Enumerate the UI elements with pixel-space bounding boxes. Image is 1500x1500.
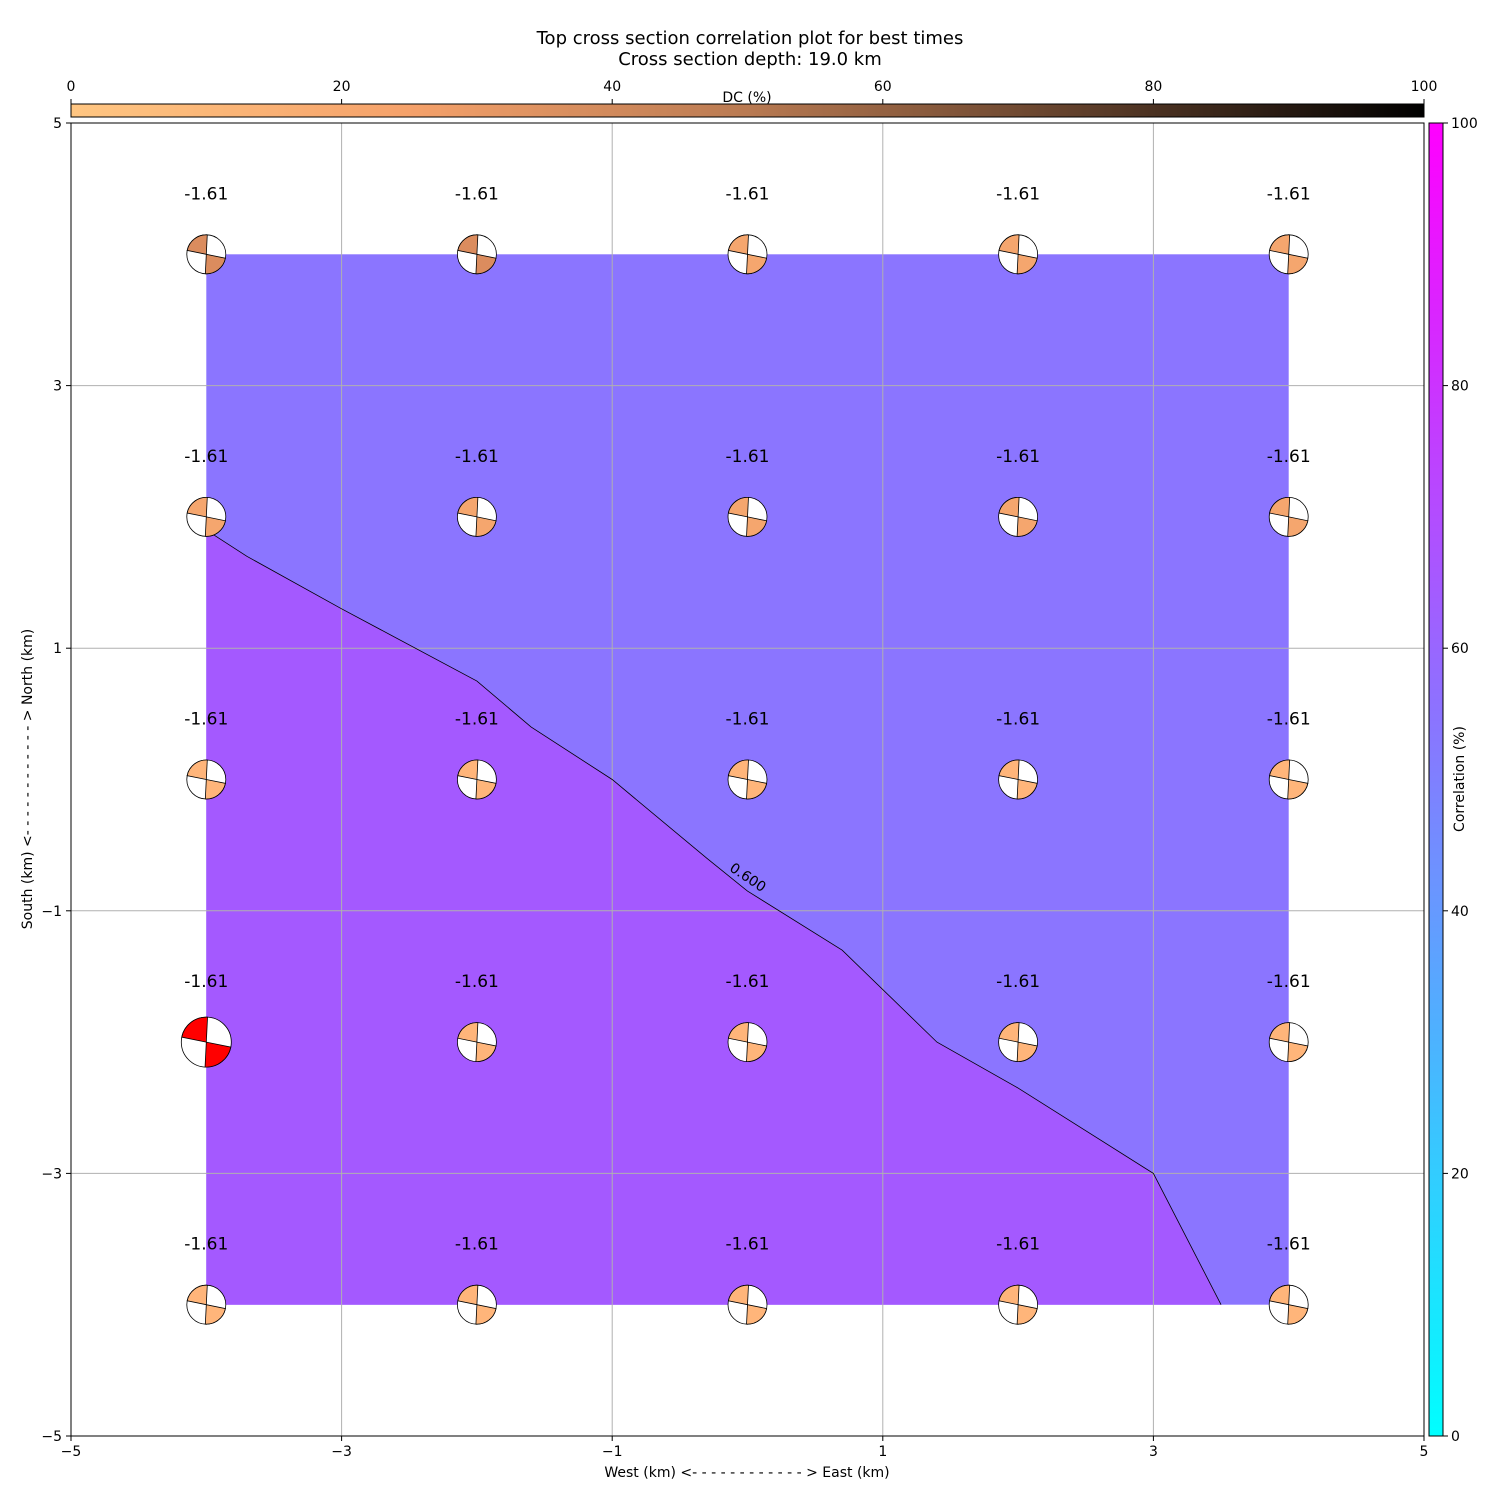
beachball-point [998, 1284, 1038, 1325]
beachball-points: -1.61 -1.61 -1.61 -1.61 -1.61 -1.61 -1.61 -1.61… [180, 184, 1311, 1325]
point-value-label: -1.61 [996, 1235, 1040, 1255]
y-tick-label: 5 [53, 116, 62, 132]
y-axis-ticks: −5 −3 −1 1 3 5 [41, 116, 71, 1445]
correlation-tick-label: 20 [1451, 1166, 1469, 1182]
beachball-point [727, 1284, 768, 1325]
beachball-point [1268, 1284, 1309, 1325]
point-value-label: -1.61 [184, 710, 228, 730]
x-tick-label: −1 [602, 1444, 623, 1460]
beachball-point [727, 497, 768, 537]
correlation-tick-label: 40 [1451, 904, 1469, 920]
lower-correlation-region [206, 530, 1222, 1305]
point-value-label: -1.61 [184, 972, 228, 992]
point-value-label: -1.61 [1267, 972, 1311, 992]
correlation-colorbar-gradient [1428, 122, 1444, 1437]
correlation-regions [206, 254, 1289, 1305]
y-tick-label: −3 [41, 1166, 62, 1182]
point-value-label: -1.61 [996, 447, 1040, 467]
correlation-tick-label: 0 [1451, 1429, 1460, 1445]
y-tick-label: −1 [41, 904, 62, 920]
y-tick-label: 1 [53, 641, 62, 657]
point-value-label: -1.61 [996, 710, 1040, 730]
beachball-point [1268, 1022, 1309, 1062]
point-value-label: -1.61 [726, 710, 770, 730]
beachball-point [456, 1284, 497, 1325]
dc-tick-label: 0 [67, 79, 76, 95]
point-value-label: -1.61 [455, 447, 499, 467]
point-value-label: -1.61 [726, 447, 770, 467]
dc-colorbar-gradient [70, 103, 1425, 118]
beachball-point [1268, 497, 1309, 537]
point-value-label: -1.61 [996, 972, 1040, 992]
beachball-point [456, 497, 497, 537]
point-value-label: -1.61 [455, 710, 499, 730]
dc-tick-label: 40 [603, 79, 621, 95]
y-axis-label: South (km) <- - - - - - - - - - - - > No… [20, 629, 36, 929]
beachball-point [998, 234, 1038, 275]
dc-tick-label: 20 [333, 79, 351, 95]
correlation-colorbar-ticks: 0 20 40 60 80 100 [1443, 116, 1478, 1445]
x-tick-label: −3 [331, 1444, 352, 1460]
beachball-point [998, 759, 1038, 800]
point-value-label: -1.61 [184, 447, 228, 467]
dc-colorbar-label: DC (%) [722, 90, 771, 106]
point-value-label: -1.61 [455, 184, 499, 204]
correlation-tick-label: 60 [1451, 641, 1469, 657]
beachball-point [186, 497, 227, 537]
chart-subtitle: Cross section depth: 19.0 km [618, 49, 882, 70]
plot-frame [70, 122, 1425, 1437]
x-tick-label: 3 [1149, 1444, 1158, 1460]
correlation-tick-label: 80 [1451, 379, 1469, 395]
contour-path [206, 529, 1222, 1305]
point-value-label: -1.61 [1267, 710, 1311, 730]
correlation-colorbar: Correlation (%) 0 20 40 60 80 100 [1428, 116, 1478, 1445]
beachball-point [1268, 759, 1309, 800]
beachball-point [180, 1016, 232, 1068]
x-axis-label: West (km) <- - - - - - - - - - - - > Eas… [604, 1465, 889, 1481]
x-tick-label: 5 [1420, 1444, 1429, 1460]
x-tick-label: −5 [61, 1444, 82, 1460]
beachball-point [727, 759, 768, 800]
point-value-label: -1.61 [1267, 1235, 1311, 1255]
beachball-point [456, 759, 497, 800]
dc-tick-label: 80 [1144, 79, 1162, 95]
point-value-label: -1.61 [184, 1235, 228, 1255]
chart-title: Top cross section correlation plot for b… [536, 28, 964, 49]
point-value-label: -1.61 [996, 184, 1040, 204]
point-value-label: -1.61 [726, 1235, 770, 1255]
beachball-point [186, 1284, 227, 1325]
plot-area: 0.600 -1.61 -1.61 -1.61 -1.61 -1.61-1.61 -1.6… [70, 122, 1425, 1437]
point-value-label: -1.61 [184, 184, 228, 204]
point-value-label: -1.61 [455, 1235, 499, 1255]
point-value-label: -1.61 [726, 184, 770, 204]
beachball-point [727, 1022, 768, 1062]
beachball-point [186, 759, 227, 800]
y-tick-label: −5 [41, 1429, 62, 1445]
beachball-point [998, 497, 1038, 537]
dc-tick-label: 100 [1411, 79, 1438, 95]
beachball-point [186, 234, 227, 275]
beachball-point [727, 234, 768, 275]
beachball-point [456, 234, 497, 275]
correlation-tick-label: 100 [1451, 116, 1478, 132]
beachball-point [998, 1022, 1038, 1062]
dc-tick-label: 60 [874, 79, 892, 95]
point-value-label: -1.61 [455, 972, 499, 992]
beachball-point [1268, 234, 1309, 275]
point-value-label: -1.61 [726, 972, 770, 992]
dc-colorbar: DC (%) 0 20 40 60 80 100 [67, 79, 1438, 118]
y-tick-label: 3 [53, 379, 62, 395]
beachball-point [456, 1022, 497, 1062]
point-value-label: -1.61 [1267, 447, 1311, 467]
dc-colorbar-ticks: 0 20 40 60 80 100 [67, 79, 1438, 104]
correlation-colorbar-label: Correlation (%) [1452, 726, 1468, 832]
x-tick-label: 1 [878, 1444, 887, 1460]
point-value-label: -1.61 [1267, 184, 1311, 204]
x-axis-ticks: −5 −3 −1 1 3 5 [61, 1436, 1429, 1460]
